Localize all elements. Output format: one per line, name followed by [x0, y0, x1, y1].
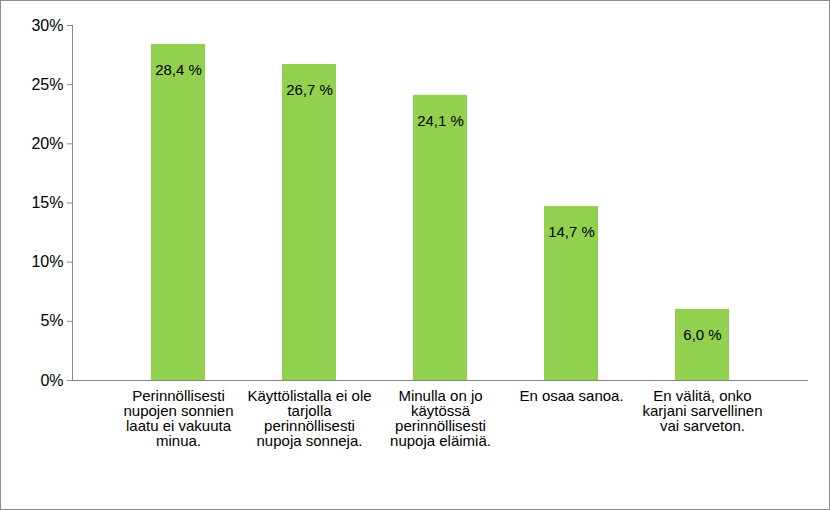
svg-text:En osaa sanoa.: En osaa sanoa.: [519, 387, 623, 404]
svg-text:Käyttölistalla ei oletarjollap: Käyttölistalla ei oletarjollaperinnöllis…: [247, 387, 371, 449]
svg-text:15%: 15%: [31, 194, 63, 211]
svg-text:25%: 25%: [31, 76, 63, 93]
svg-text:0%: 0%: [40, 372, 63, 389]
svg-text:14,7 %: 14,7 %: [548, 223, 595, 240]
svg-text:5%: 5%: [40, 312, 63, 329]
svg-text:20%: 20%: [31, 135, 63, 152]
svg-text:28,4 %: 28,4 %: [155, 61, 202, 78]
svg-text:26,7 %: 26,7 %: [286, 81, 333, 98]
svg-text:En välitä, onkokarjani sarvell: En välitä, onkokarjani sarvellinenvai sa…: [642, 387, 762, 434]
svg-text:24,1 %: 24,1 %: [417, 112, 464, 129]
svg-text:10%: 10%: [31, 253, 63, 270]
svg-text:6,0 %: 6,0 %: [683, 326, 721, 343]
svg-text:Minulla on jokäytössäperinnöll: Minulla on jokäytössäperinnöllisestinupo…: [390, 387, 491, 449]
svg-text:30%: 30%: [31, 17, 63, 34]
svg-text:Perinnöllisestinupojen sonnien: Perinnöllisestinupojen sonnienlaatu ei v…: [123, 387, 233, 449]
